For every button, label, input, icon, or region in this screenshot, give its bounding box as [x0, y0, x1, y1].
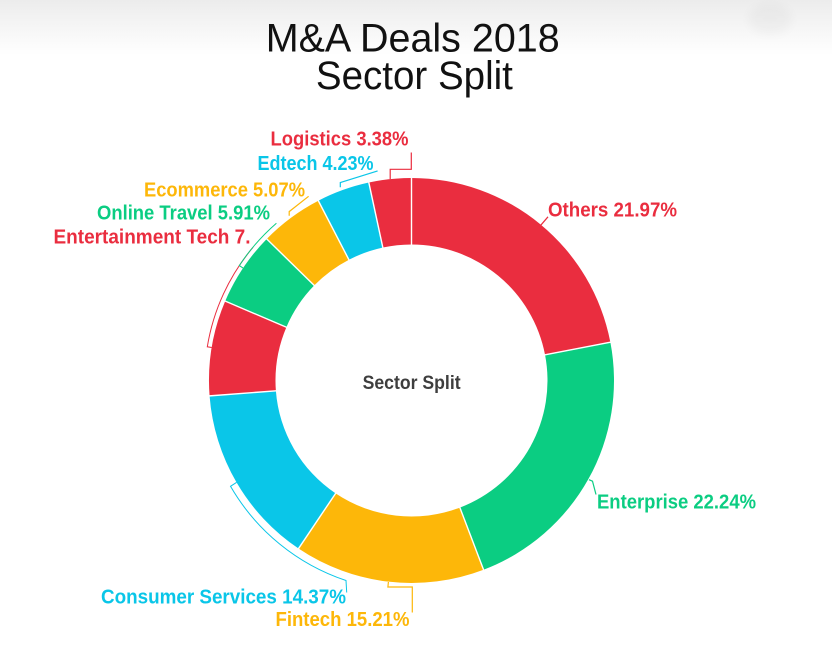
svg-text:Ecommerce 5.07%: Ecommerce 5.07%	[144, 179, 305, 202]
svg-text:Consumer Services 14.37%: Consumer Services 14.37%	[101, 586, 346, 609]
svg-text:Enterprise 22.24%: Enterprise 22.24%	[597, 491, 756, 514]
svg-text:Online Travel 5.91%: Online Travel 5.91%	[97, 202, 270, 225]
svg-text:Entertainment Tech 7.: Entertainment Tech 7.	[54, 226, 251, 249]
svg-text:Sector Split: Sector Split	[363, 372, 461, 394]
svg-text:Logistics 3.38%: Logistics 3.38%	[271, 128, 409, 151]
svg-text:Sector Split: Sector Split	[316, 54, 513, 98]
svg-text:Others 21.97%: Others 21.97%	[548, 199, 677, 222]
svg-text:Fintech 15.21%: Fintech 15.21%	[276, 608, 410, 631]
svg-text:Edtech 4.23%: Edtech 4.23%	[258, 152, 374, 175]
svg-text:M&A Deals 2018: M&A Deals 2018	[266, 17, 560, 61]
